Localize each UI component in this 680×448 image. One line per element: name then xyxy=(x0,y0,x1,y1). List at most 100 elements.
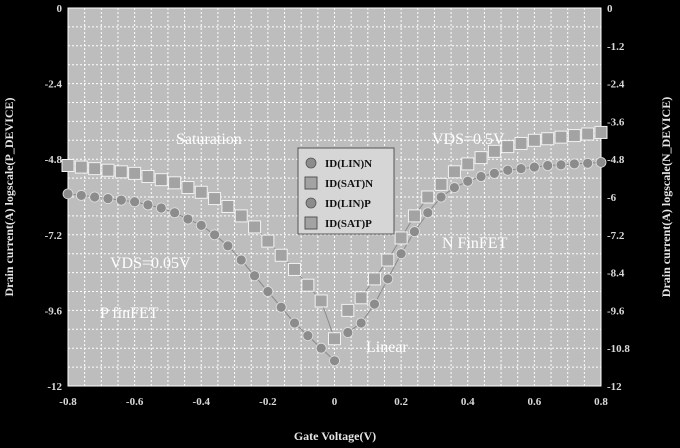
data-point xyxy=(407,209,421,223)
annotation-saturation: Saturation xyxy=(176,131,242,148)
annotation-n-finfet: N FinFET xyxy=(442,235,508,252)
x-tick-label: 0.8 xyxy=(594,396,608,408)
data-point xyxy=(74,160,88,174)
data-point xyxy=(501,140,515,154)
data-point xyxy=(354,291,368,305)
data-point xyxy=(168,176,182,190)
x-tick-label: -0.6 xyxy=(126,396,144,408)
data-point xyxy=(248,220,262,234)
data-point xyxy=(487,144,501,158)
data-point xyxy=(514,136,528,150)
y-tick-label-left: 0 xyxy=(57,3,63,15)
data-point xyxy=(342,327,354,338)
data-point xyxy=(542,160,554,171)
x-axis-title: Gate Voltage(V) xyxy=(294,429,376,443)
data-point xyxy=(515,163,527,175)
legend-label: ID(LIN)P xyxy=(325,198,371,210)
data-point xyxy=(301,278,315,292)
data-point xyxy=(194,185,208,199)
y-tick-label-left: -7.2 xyxy=(45,230,63,242)
legend: ID(LIN)N ID(SAT)N ID(LIN)P ID(SAT)P xyxy=(297,147,395,235)
y-tick-label-right: -6 xyxy=(607,192,617,204)
data-point xyxy=(208,192,222,206)
data-point xyxy=(581,127,595,141)
data-point xyxy=(315,342,327,354)
legend-marker xyxy=(304,176,318,190)
series-markers xyxy=(61,125,608,367)
data-point xyxy=(275,301,287,313)
x-tick-label: -0.8 xyxy=(59,396,77,408)
y-tick-label-right: -3.6 xyxy=(607,116,625,128)
data-point xyxy=(274,248,288,262)
data-point xyxy=(462,175,474,187)
data-point xyxy=(409,226,420,238)
data-point xyxy=(394,231,408,245)
data-point xyxy=(341,303,355,317)
data-point xyxy=(314,294,328,308)
data-point xyxy=(582,157,594,169)
data-point xyxy=(447,165,461,179)
x-tick-label: -0.2 xyxy=(259,396,277,408)
data-point xyxy=(369,298,380,310)
data-point xyxy=(182,213,194,225)
y-tick-label-left: -12 xyxy=(47,381,62,393)
data-point xyxy=(434,177,448,191)
data-point xyxy=(129,196,141,208)
y-tick-label-right: -10.8 xyxy=(607,343,630,355)
data-point xyxy=(75,190,87,201)
data-point xyxy=(169,207,181,219)
data-point xyxy=(329,355,340,367)
x-tick-label: -0.4 xyxy=(193,396,211,408)
legend-label: ID(SAT)P xyxy=(325,218,372,230)
x-tick-label: 0.6 xyxy=(528,396,542,408)
data-point xyxy=(381,253,395,267)
y-tick-label-right: -4.8 xyxy=(607,154,625,166)
data-point xyxy=(141,170,155,184)
data-point xyxy=(527,133,541,147)
annotation-linear: Linear xyxy=(366,339,408,356)
data-point xyxy=(115,194,127,206)
data-point xyxy=(128,166,142,180)
legend-marker xyxy=(304,216,318,230)
legend-label: ID(SAT)N xyxy=(325,178,373,190)
data-point xyxy=(289,317,300,329)
data-point xyxy=(142,199,154,211)
data-point xyxy=(528,161,540,173)
data-point xyxy=(595,156,607,168)
y-tick-label-left: -2.4 xyxy=(45,79,63,91)
legend-marker xyxy=(305,157,317,169)
data-point xyxy=(449,182,460,193)
data-point xyxy=(154,173,168,187)
data-point xyxy=(195,219,207,231)
data-point xyxy=(474,151,488,165)
y-tick-label-right: 0 xyxy=(607,3,613,15)
data-point xyxy=(567,129,581,143)
y-tick-label-right: -7.2 xyxy=(607,230,625,242)
data-point xyxy=(502,164,514,176)
data-point xyxy=(421,190,435,204)
data-point xyxy=(435,191,447,203)
data-point xyxy=(422,207,434,219)
y-tick-label-left: -9.6 xyxy=(45,305,63,317)
data-point xyxy=(302,330,314,342)
y-tick-label-left: -4.8 xyxy=(45,154,63,166)
data-point xyxy=(155,202,167,214)
data-point xyxy=(461,157,475,171)
data-point xyxy=(355,317,367,329)
y-tick-label-right: -9.6 xyxy=(607,305,625,317)
data-point xyxy=(328,332,341,346)
data-point xyxy=(88,162,102,176)
data-point xyxy=(62,188,74,200)
data-point xyxy=(221,199,235,213)
data-point xyxy=(261,234,275,248)
data-point xyxy=(234,209,248,223)
data-point xyxy=(382,273,394,285)
data-point xyxy=(89,191,101,203)
x-tick-label: 0.2 xyxy=(394,396,408,408)
data-point xyxy=(114,165,128,179)
data-point xyxy=(568,158,580,170)
y-tick-label-right: -8.4 xyxy=(607,268,625,280)
annotation-vds-05: VDS=0.5V xyxy=(432,131,505,148)
legend-label: ID(LIN)N xyxy=(325,158,372,170)
data-point xyxy=(222,240,234,252)
